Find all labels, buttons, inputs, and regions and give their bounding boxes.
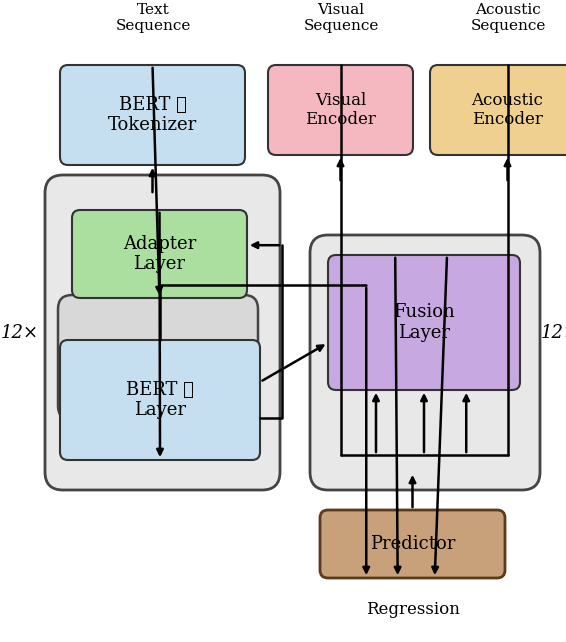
FancyBboxPatch shape [320,510,505,578]
Text: Visual
Sequence: Visual Sequence [303,3,379,33]
Text: Acoustic
Sequence: Acoustic Sequence [470,3,546,33]
Text: 12×: 12× [541,324,566,342]
FancyBboxPatch shape [310,235,540,490]
Text: Visual
Encoder: Visual Encoder [305,92,376,128]
Text: Regression: Regression [366,602,460,618]
Text: Acoustic
Encoder: Acoustic Encoder [471,92,543,128]
Text: Predictor: Predictor [370,535,455,553]
Text: 12×: 12× [1,324,39,342]
FancyBboxPatch shape [45,175,280,490]
FancyBboxPatch shape [328,255,520,390]
Text: BERT ❅
Tokenizer: BERT ❅ Tokenizer [108,96,197,134]
Text: Adapter
Layer: Adapter Layer [123,234,196,273]
FancyBboxPatch shape [60,65,245,165]
Text: Text
Sequence: Text Sequence [115,3,191,33]
FancyBboxPatch shape [60,340,260,460]
Text: Fusion
Layer: Fusion Layer [393,303,455,342]
FancyBboxPatch shape [58,295,258,420]
Text: BERT ❅
Layer: BERT ❅ Layer [126,381,194,419]
FancyBboxPatch shape [72,210,247,298]
FancyBboxPatch shape [268,65,413,155]
FancyBboxPatch shape [430,65,566,155]
